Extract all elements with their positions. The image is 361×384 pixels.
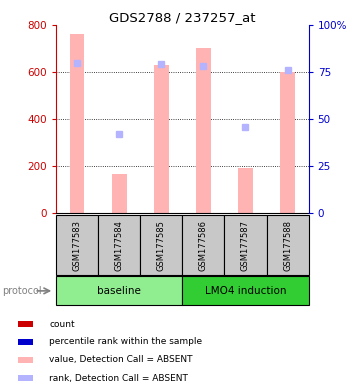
- Bar: [196, 48, 211, 213]
- Text: GSM177587: GSM177587: [241, 220, 250, 271]
- Bar: [56, 276, 182, 305]
- Bar: [18, 357, 33, 363]
- Text: GSM177588: GSM177588: [283, 220, 292, 271]
- Bar: [182, 276, 309, 305]
- Text: protocol: protocol: [2, 286, 42, 296]
- Bar: [98, 215, 140, 275]
- Text: GSM177586: GSM177586: [199, 220, 208, 271]
- Bar: [140, 215, 182, 275]
- Bar: [154, 65, 169, 213]
- Text: baseline: baseline: [97, 286, 141, 296]
- Bar: [280, 72, 295, 213]
- Bar: [18, 375, 33, 381]
- Bar: [18, 321, 33, 327]
- Text: value, Detection Call = ABSENT: value, Detection Call = ABSENT: [49, 356, 193, 364]
- Bar: [18, 339, 33, 344]
- Text: LMO4 induction: LMO4 induction: [205, 286, 286, 296]
- Bar: [238, 169, 253, 213]
- Text: percentile rank within the sample: percentile rank within the sample: [49, 337, 202, 346]
- Bar: [112, 174, 126, 213]
- Text: GSM177585: GSM177585: [157, 220, 166, 271]
- Text: rank, Detection Call = ABSENT: rank, Detection Call = ABSENT: [49, 374, 188, 383]
- Bar: [70, 34, 84, 213]
- Bar: [266, 215, 309, 275]
- Bar: [182, 215, 225, 275]
- Bar: [56, 215, 98, 275]
- Text: GSM177583: GSM177583: [73, 220, 82, 271]
- Text: GSM177584: GSM177584: [115, 220, 123, 271]
- Text: count: count: [49, 319, 75, 329]
- Bar: [225, 215, 266, 275]
- Title: GDS2788 / 237257_at: GDS2788 / 237257_at: [109, 11, 256, 24]
